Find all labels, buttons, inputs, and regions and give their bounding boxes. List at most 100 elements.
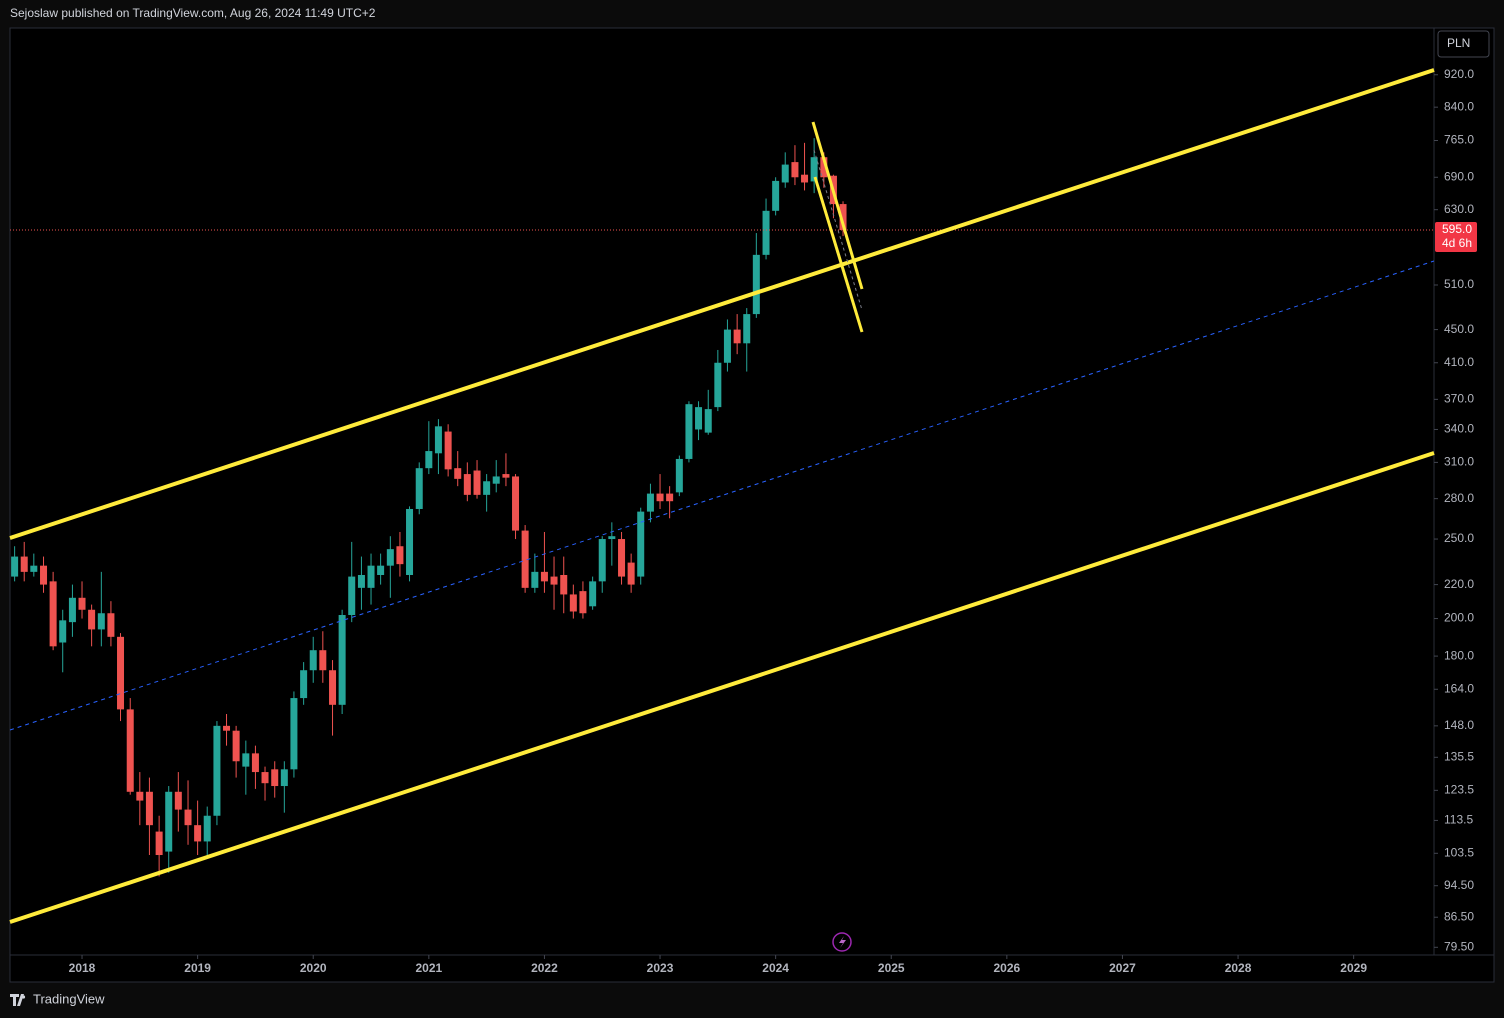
- y-tick-label: 94.50: [1444, 878, 1474, 892]
- x-tick-label: 2028: [1225, 961, 1252, 975]
- y-tick-label: 135.5: [1444, 749, 1474, 763]
- candle-body: [11, 556, 19, 577]
- x-tick-label: 2020: [300, 961, 327, 975]
- y-tick-label: 410.0: [1444, 355, 1474, 369]
- candle-body: [656, 493, 664, 502]
- y-tick-label: 180.0: [1444, 648, 1474, 662]
- candle-body: [88, 609, 96, 630]
- logo-mark: [10, 994, 24, 1006]
- x-tick-label: 2021: [415, 961, 442, 975]
- candle-body: [261, 772, 269, 784]
- y-tick-label: 164.0: [1444, 681, 1474, 695]
- y-tick-label: 340.0: [1444, 422, 1474, 436]
- header-text: Sejoslaw published on TradingView.com, A…: [10, 6, 376, 20]
- candle-body: [521, 530, 529, 588]
- channel-lower: [9, 451, 1435, 924]
- footer-brand: TradingView: [33, 991, 105, 1006]
- channel-upper: [9, 68, 1435, 540]
- y-tick-label: 220.0: [1444, 577, 1474, 591]
- plot: 920.0 840.0 765.0 690.0 630.0 510.0 450.0 410.0…: [10, 67, 1474, 975]
- currency-button[interactable]: [1437, 30, 1490, 58]
- y-tick-label: 280.0: [1444, 491, 1474, 505]
- candle-body: [415, 468, 423, 509]
- countdown-label: 4d 6h: [1442, 236, 1472, 250]
- candle-body: [463, 474, 471, 495]
- y-tick-label: 123.5: [1444, 783, 1474, 797]
- candle-body: [733, 329, 741, 344]
- candle-body: [49, 581, 57, 647]
- x-tick-label: 2022: [531, 961, 558, 975]
- candle-body: [791, 162, 799, 178]
- y-tick-label: 690.0: [1444, 169, 1474, 183]
- y-tick-label: 200.0: [1444, 611, 1474, 625]
- y-tick-label: 765.0: [1444, 133, 1474, 147]
- wedge-line: [813, 176, 864, 333]
- candle-body: [300, 670, 308, 699]
- y-tick-label: 450.0: [1444, 322, 1474, 336]
- x-tick-label: 2024: [762, 961, 789, 975]
- candle-body: [145, 791, 153, 826]
- currency-label: PLN: [1447, 36, 1470, 50]
- candle-body: [68, 597, 76, 623]
- y-tick-label: 103.5: [1444, 845, 1474, 859]
- candle-body: [704, 409, 712, 433]
- candle-body: [223, 725, 231, 731]
- footer-logo: [10, 994, 26, 1006]
- candle-body: [685, 404, 693, 459]
- y-tick-label: 148.0: [1444, 718, 1474, 732]
- candle-body: [329, 670, 337, 705]
- candle-body: [319, 650, 327, 671]
- candle-body: [695, 407, 703, 430]
- candle-body: [434, 426, 442, 454]
- candle-body: [772, 180, 780, 211]
- candle-body: [762, 210, 770, 255]
- y-tick-label: 370.0: [1444, 392, 1474, 406]
- candle-body: [569, 594, 577, 612]
- candle-body: [280, 769, 288, 787]
- candle-body: [251, 753, 259, 773]
- candle-body: [627, 562, 635, 585]
- candle-body: [608, 536, 616, 540]
- candle-body: [502, 474, 510, 478]
- candle-body: [59, 620, 67, 643]
- candle-body: [126, 709, 134, 792]
- event-icon-bolt: [839, 936, 846, 948]
- y-tick-label: 250.0: [1444, 531, 1474, 545]
- wedge-line: [811, 121, 864, 290]
- candle-body: [743, 314, 751, 344]
- candle-body: [723, 329, 731, 363]
- candle-body: [213, 725, 221, 816]
- candle-body: [560, 575, 568, 595]
- event-icon[interactable]: [832, 932, 852, 952]
- candle-body: [194, 825, 202, 842]
- candle-body: [20, 556, 28, 572]
- y-tick-label: 113.5: [1444, 813, 1473, 827]
- candle-body: [598, 539, 606, 582]
- candle-body: [348, 576, 356, 616]
- candle-body: [357, 575, 365, 588]
- candle-body: [483, 481, 491, 495]
- y-tick-label: 79.50: [1444, 939, 1474, 953]
- candle-body: [40, 565, 48, 585]
- y-tick-label: 510.0: [1444, 277, 1474, 291]
- candle-body: [338, 615, 346, 705]
- logo-dot: [21, 995, 26, 999]
- candle-body: [781, 164, 789, 183]
- candle-body: [473, 470, 481, 495]
- candle-body: [589, 581, 597, 607]
- chart-frame: [9, 27, 1495, 983]
- candle-body: [78, 597, 86, 610]
- candle-body: [309, 650, 317, 671]
- x-tick-label: 2027: [1109, 961, 1136, 975]
- x-tick-label: 2029: [1340, 961, 1367, 975]
- y-tick-label: 86.50: [1444, 909, 1474, 923]
- candle-body: [839, 204, 847, 231]
- candle-body: [801, 174, 809, 183]
- candle-body: [540, 571, 548, 582]
- candle-body: [184, 809, 192, 826]
- candle-body: [550, 576, 558, 585]
- candle-body: [30, 565, 38, 572]
- candle-body: [646, 493, 654, 512]
